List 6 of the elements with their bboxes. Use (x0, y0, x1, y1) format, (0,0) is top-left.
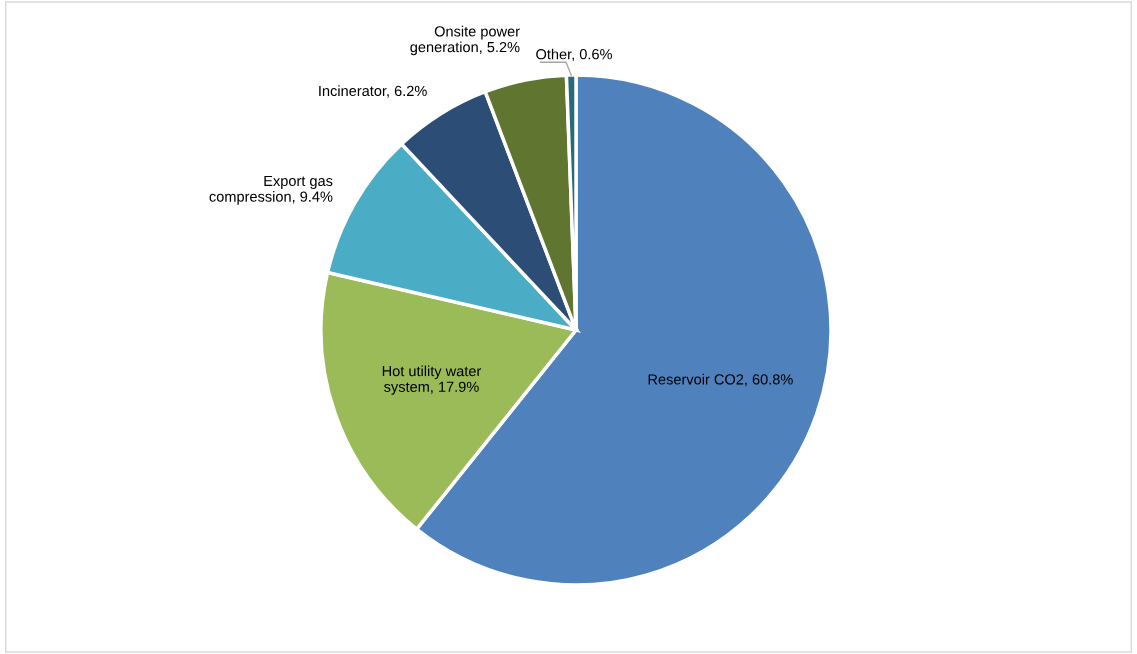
slice-label: Onsite power generation, 5.2% (410, 25, 520, 56)
slice-label: Other, 0.6% (536, 48, 612, 62)
slice-label: Export gas compression, 9.4% (209, 175, 333, 205)
slice-label: Incinerator, 6.2% (319, 85, 427, 98)
slice-label: Hot utility water system, 17.9% (382, 365, 482, 395)
slice-label: Reservoir CO2, 60.8% (648, 373, 793, 387)
